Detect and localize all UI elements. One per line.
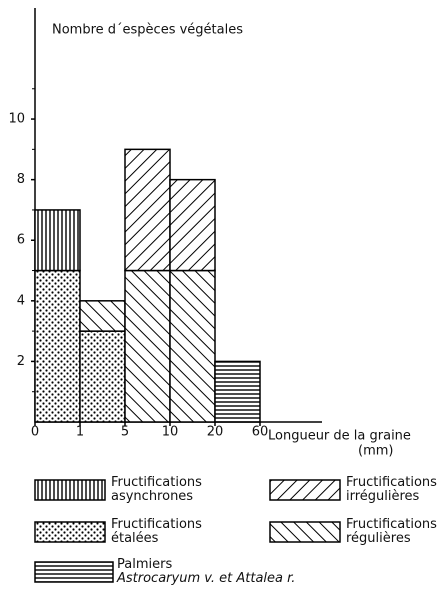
- bar-segment: [169, 269, 216, 423]
- bar-segment: [79, 330, 126, 423]
- legend-swatch: [34, 479, 106, 501]
- x-tick-label: 60: [252, 425, 269, 440]
- x-tick-label: 5: [121, 425, 129, 440]
- legend-label-line: asynchrones: [111, 489, 193, 504]
- y-tick-label: 8: [17, 172, 25, 187]
- bar-segment: [169, 178, 216, 272]
- x-tick-label: 10: [162, 425, 179, 440]
- bar-segment: [79, 300, 126, 332]
- bar-segment: [124, 148, 171, 272]
- legend-label-line: régulières: [346, 531, 411, 546]
- x-axis-title: Longueur de la graine: [268, 429, 411, 444]
- legend-label-line: Astrocaryum v. et Attalea r.: [116, 571, 295, 586]
- y-tick-label: 4: [17, 293, 25, 308]
- bar-segment: [214, 360, 261, 423]
- legend-label-line: Fructifications: [346, 475, 437, 490]
- bar-segment: [34, 269, 81, 423]
- bar-segment: [34, 209, 81, 272]
- legend-label-line: Palmiers: [117, 557, 172, 572]
- y-tick-label: 6: [17, 233, 25, 248]
- legend-label: Fructifications étalées: [111, 517, 202, 546]
- legend-swatch: [269, 521, 341, 543]
- legend-swatch: [34, 561, 114, 583]
- bar-segment: [124, 269, 171, 423]
- y-axis-title: Nombre d´espèces végétales: [52, 23, 243, 38]
- x-axis-unit: (mm): [358, 444, 393, 459]
- legend-label-line: irrégulières: [346, 489, 420, 504]
- legend-label-line: Fructifications: [346, 517, 437, 532]
- x-tick-label: 20: [207, 425, 224, 440]
- x-tick-label: 1: [76, 425, 84, 440]
- y-tick-label: 10: [8, 112, 25, 127]
- legend-swatch: [269, 479, 341, 501]
- legend-label: Fructifications irrégulières: [346, 475, 437, 504]
- legend-label: Fructifications régulières: [346, 517, 437, 546]
- x-tick-label: 0: [31, 425, 39, 440]
- legend-label: Palmiers Astrocaryum v. et Attalea r.: [116, 557, 295, 586]
- legend-label-line: Fructifications: [111, 475, 202, 490]
- legend-label: Fructifications asynchrones: [111, 475, 202, 504]
- legend-label-line: Fructifications: [111, 517, 202, 532]
- legend-swatch: [34, 521, 106, 543]
- y-tick-label: 2: [17, 354, 25, 369]
- legend-label-line: étalées: [111, 531, 159, 546]
